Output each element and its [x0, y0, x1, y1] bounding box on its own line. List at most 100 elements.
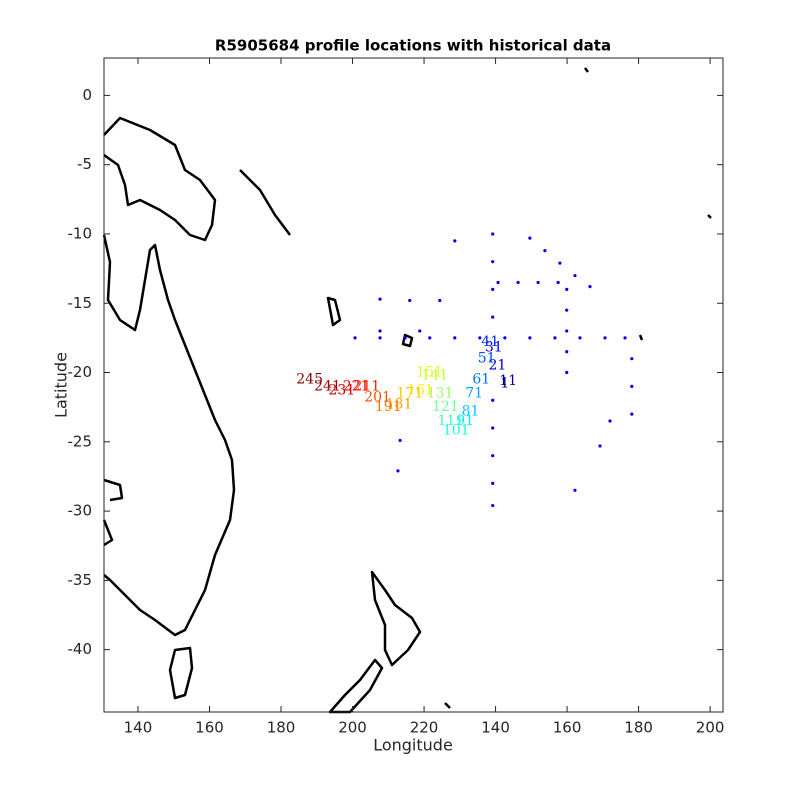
profile-label: 51: [478, 351, 496, 367]
historical-point: [491, 260, 495, 264]
profile-label: 141: [421, 367, 448, 383]
historical-point: [536, 280, 540, 285]
y-tick-label: -5: [77, 155, 92, 173]
y-tick-label: -20: [68, 363, 93, 381]
historical-point: [453, 336, 457, 340]
profile-label: 201: [364, 389, 391, 405]
profile-label: 1: [500, 376, 509, 392]
historical-point: [573, 273, 577, 278]
historical-point: [588, 285, 592, 289]
y-tick-label: -25: [68, 432, 93, 450]
coastline: [326, 296, 451, 709]
historical-point: [565, 370, 569, 375]
historical-point: [578, 336, 582, 340]
historical-point: [491, 287, 495, 291]
y-axis-label: Latitude: [52, 352, 71, 418]
historical-point: [603, 336, 607, 340]
profile-label: 221: [343, 378, 370, 394]
historical-point: [491, 315, 495, 319]
historical-point: [528, 336, 532, 340]
profile-label: 181: [386, 396, 413, 412]
profile-label: 151: [416, 365, 443, 381]
profile-label: 191: [375, 399, 402, 415]
historical-point: [565, 350, 569, 354]
historical-point: [565, 308, 569, 312]
y-tick-label: -40: [68, 640, 93, 658]
historical-point: [503, 336, 507, 340]
chart-title: R5905684 profile locations with historic…: [215, 37, 611, 55]
y-tick-label: -30: [68, 502, 93, 520]
historical-point: [630, 412, 634, 416]
historical-point: [630, 384, 634, 388]
historical-point: [573, 488, 577, 492]
historical-point: [396, 469, 400, 473]
profile-label: 171: [396, 385, 423, 401]
coastlines: [102, 67, 712, 714]
coastline: [102, 478, 124, 547]
profile-label: 161: [407, 383, 434, 399]
historical-point: [478, 336, 482, 340]
historical-point: [491, 454, 495, 458]
x-tick-label: 140: [124, 719, 153, 737]
plot-area: [104, 58, 723, 712]
x-tick-label: 220: [410, 719, 439, 737]
coastline: [370, 570, 422, 667]
historical-point: [378, 329, 382, 333]
profile-label: 31: [485, 340, 503, 356]
x-tick-label: 200: [696, 719, 725, 737]
profile-label: 81: [462, 403, 480, 419]
profile-label: 11: [499, 373, 517, 389]
historical-point: [491, 481, 495, 485]
x-tick-label: 140: [481, 719, 510, 737]
profile-label: 131: [427, 385, 454, 401]
historical-point: [623, 336, 627, 340]
x-axis-label: Longitude: [373, 736, 453, 755]
profile-label: 231: [328, 383, 355, 399]
historical-point: [438, 298, 442, 303]
y-tick-label: -10: [68, 224, 93, 242]
profile-label: 71: [465, 385, 483, 401]
historical-point: [491, 503, 495, 508]
profile-label: 241: [314, 378, 341, 394]
profile-label: 41: [481, 334, 499, 350]
historical-point: [403, 336, 407, 340]
historical-point: [496, 280, 500, 285]
plot-frame: [103, 57, 724, 713]
historical-point: [543, 248, 547, 253]
historical-point: [608, 419, 612, 423]
profile-label: 101: [443, 423, 470, 439]
y-tick-label: 0: [82, 86, 92, 104]
historical-point: [558, 261, 562, 265]
historical-point: [398, 438, 402, 443]
coastline: [103, 116, 217, 242]
y-tick-label: -15: [68, 294, 93, 312]
profile-label: 21: [488, 358, 506, 374]
historical-point: [353, 336, 357, 340]
historical-point: [378, 297, 382, 301]
x-tick-label: 200: [338, 719, 367, 737]
historical-point: [378, 336, 382, 340]
historical-point: [565, 329, 569, 333]
x-tick-label: 160: [553, 719, 582, 737]
profile-label: 111: [438, 413, 465, 429]
coastline: [168, 646, 194, 700]
x-tick-label: 160: [195, 719, 224, 737]
profile-label: 245: [296, 371, 323, 387]
historical-point: [491, 426, 495, 430]
profile-label: 91: [456, 413, 474, 429]
historical-point: [553, 336, 557, 340]
y-tick-label: -35: [68, 571, 93, 589]
coastline: [239, 67, 712, 341]
historical-point: [428, 336, 432, 340]
historical-point: [565, 287, 569, 291]
historical-point: [516, 280, 520, 285]
historical-point: [556, 280, 560, 285]
coastline: [102, 234, 236, 637]
historical-point: [630, 357, 634, 361]
historical-point: [598, 444, 602, 448]
x-tick-label: 180: [267, 719, 296, 737]
profile-label: 211: [353, 378, 380, 394]
historical-point: [528, 236, 532, 240]
historical-point: [491, 398, 495, 402]
